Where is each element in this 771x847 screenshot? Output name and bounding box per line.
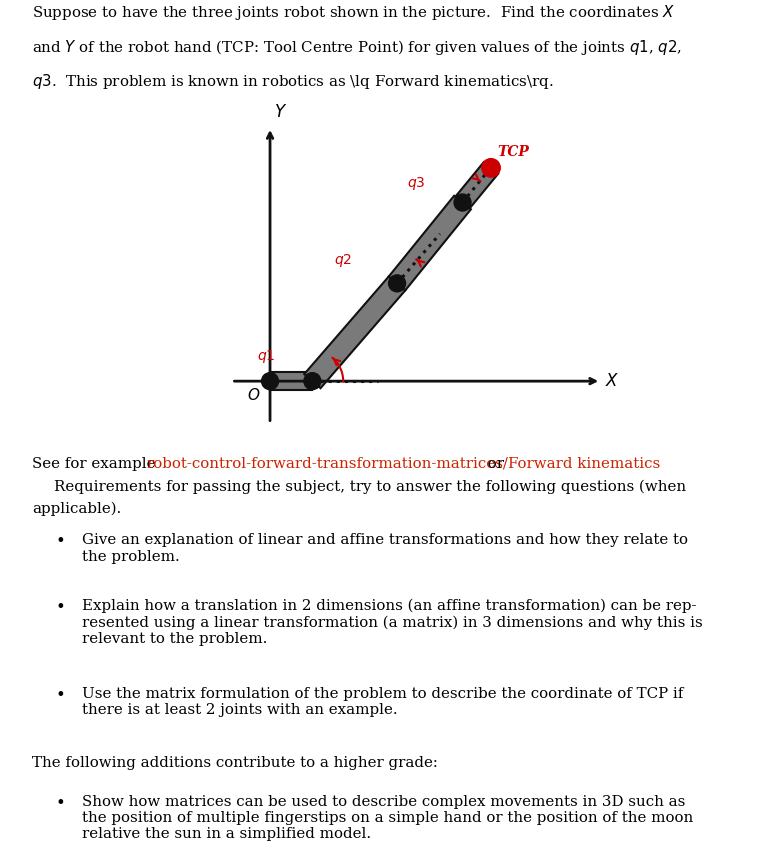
Text: $X$: $X$ — [605, 373, 619, 390]
Text: $q3$: $q3$ — [407, 175, 426, 192]
Text: •: • — [56, 794, 66, 811]
Text: TCP: TCP — [497, 145, 529, 158]
Text: $O$: $O$ — [247, 386, 261, 402]
Circle shape — [482, 158, 500, 177]
Circle shape — [389, 275, 406, 292]
Text: Requirements for passing the subject, try to answer the following questions (whe: Requirements for passing the subject, tr… — [54, 479, 686, 494]
Polygon shape — [270, 372, 312, 390]
Text: •: • — [56, 599, 66, 616]
Polygon shape — [389, 196, 471, 291]
Text: Forward kinematics: Forward kinematics — [508, 457, 660, 471]
Text: See for example: See for example — [32, 457, 160, 471]
Polygon shape — [456, 162, 498, 208]
Text: $q2$: $q2$ — [334, 252, 352, 269]
Text: Show how matrices can be used to describe complex movements in 3D such as
the po: Show how matrices can be used to describ… — [82, 794, 694, 841]
Text: $q3$.  This problem is known in robotics as \lq Forward kinematics\rq.: $q3$. This problem is known in robotics … — [32, 72, 554, 91]
Circle shape — [261, 373, 278, 390]
Text: and $Y$ of the robot hand (TCP: Tool Centre Point) for given values of the joint: and $Y$ of the robot hand (TCP: Tool Cen… — [32, 38, 682, 57]
Text: Suppose to have the three joints robot shown in the picture.  Find the coordinat: Suppose to have the three joints robot s… — [32, 3, 675, 22]
Text: •: • — [56, 534, 66, 551]
Text: Explain how a translation in 2 dimensions (an affine transformation) can be rep-: Explain how a translation in 2 dimension… — [82, 599, 703, 646]
Circle shape — [454, 194, 471, 211]
Text: Use the matrix formulation of the problem to describe the coordinate of TCP if
t: Use the matrix formulation of the proble… — [82, 687, 684, 717]
Polygon shape — [305, 276, 406, 388]
Text: applicable).: applicable). — [32, 501, 122, 516]
Text: The following additions contribute to a higher grade:: The following additions contribute to a … — [32, 756, 438, 771]
Text: or: or — [483, 457, 508, 471]
Text: Give an explanation of linear and affine transformations and how they relate to
: Give an explanation of linear and affine… — [82, 534, 689, 563]
Circle shape — [304, 373, 321, 390]
Text: robot-control-forward-transformation-matrices/: robot-control-forward-transformation-mat… — [146, 457, 508, 471]
Text: $q1$: $q1$ — [257, 347, 275, 364]
Text: $Y$: $Y$ — [274, 104, 287, 121]
Text: •: • — [56, 687, 66, 704]
